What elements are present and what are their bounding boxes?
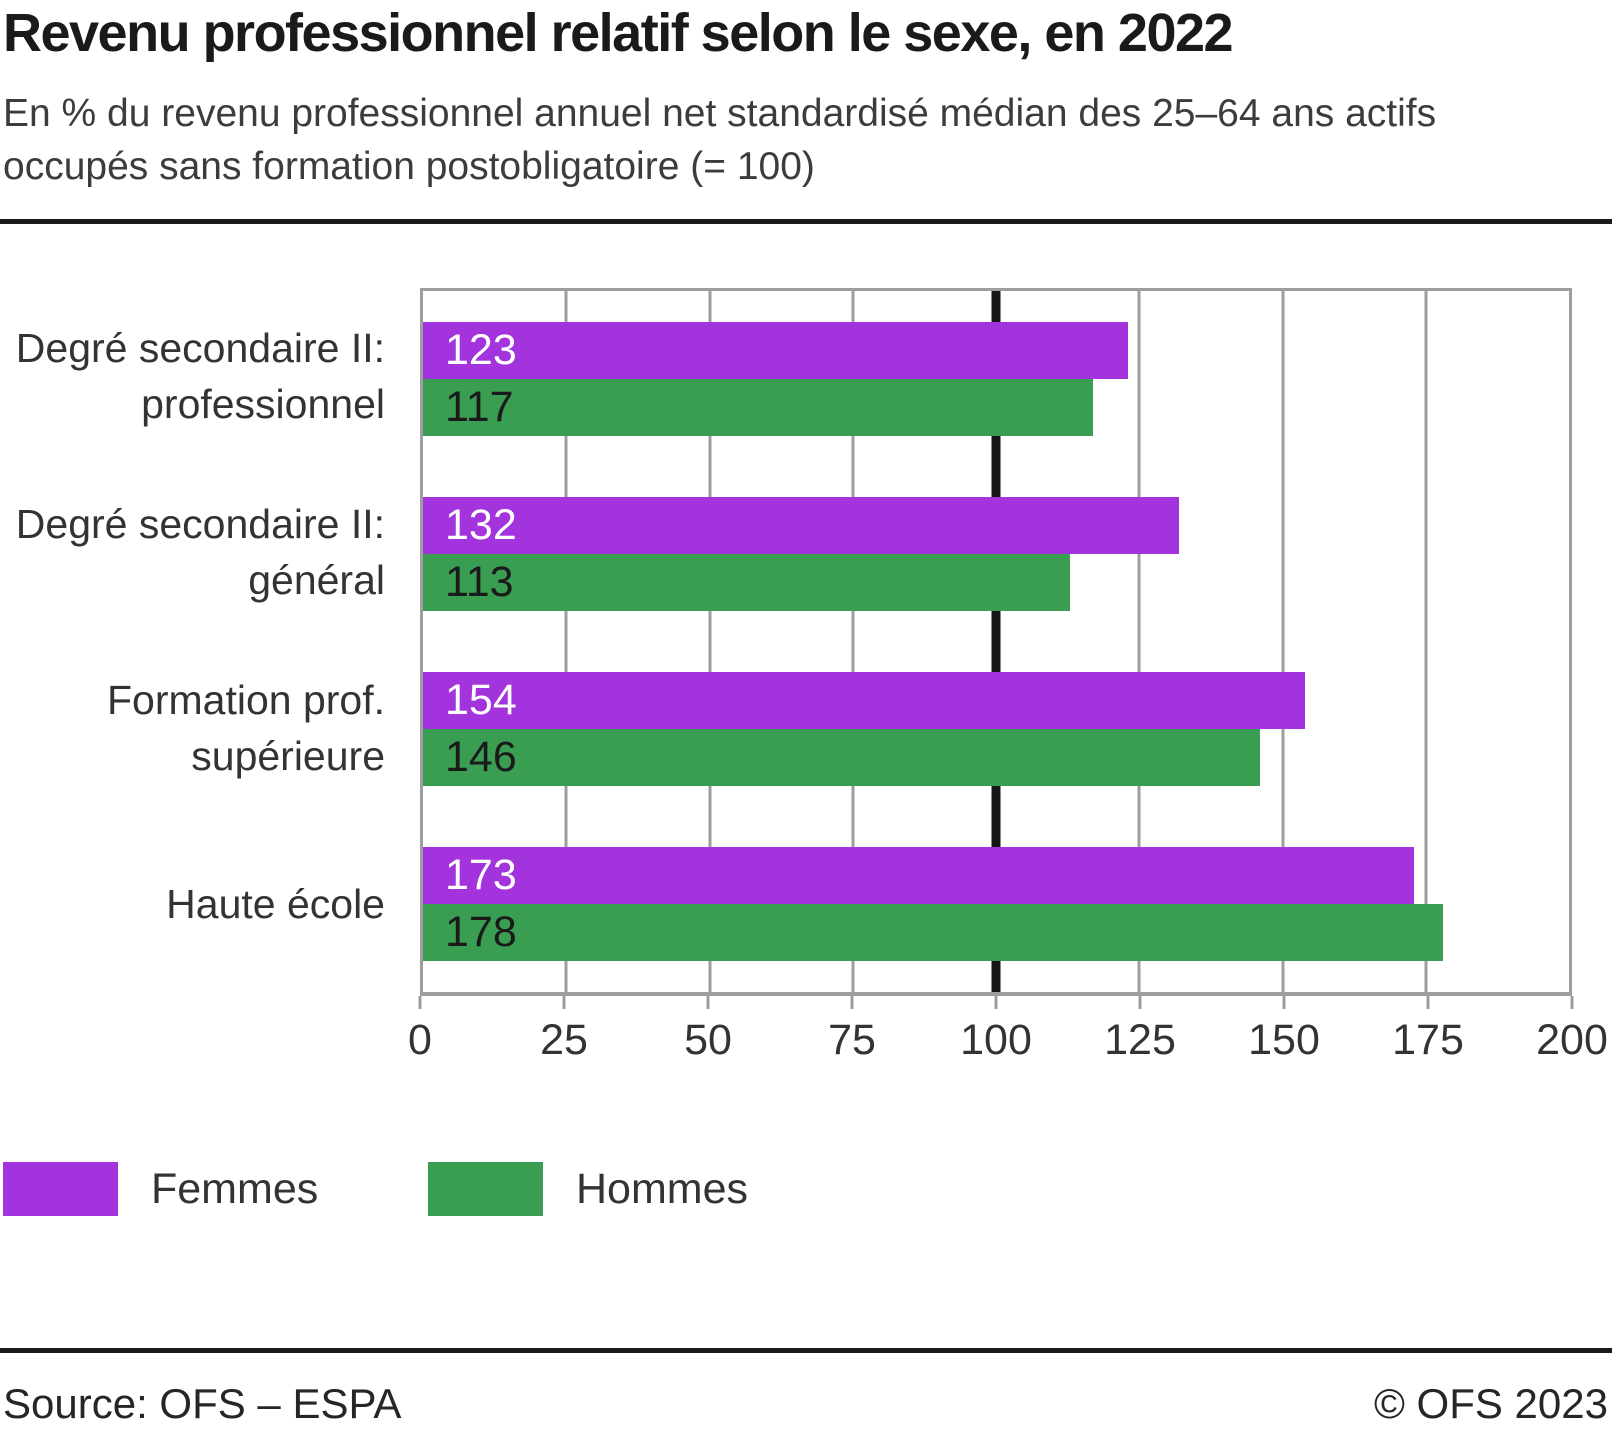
category-label-0: Degré secondaire II: professionnel (0, 288, 385, 464)
category-axis: Degré secondaire II: professionnel Degré s… (0, 288, 385, 992)
source-note: Source: OFS – ESPA (3, 1380, 402, 1427)
x-tick-50 (706, 996, 710, 1009)
x-tick-175 (1426, 996, 1430, 1009)
category-label-line: Degré secondaire II: (15, 501, 385, 547)
bar-group-1: 132 113 (423, 466, 1569, 641)
legend: Femmes Hommes (3, 1162, 1603, 1218)
bar-femmes-1: 132 (423, 496, 1180, 554)
reference-line-100 (991, 291, 1001, 992)
category-label-3: Haute école (0, 816, 385, 992)
category-label-1: Degré secondaire II: général (0, 464, 385, 640)
gridline-175 (1424, 291, 1428, 992)
category-label-line: Haute école (166, 881, 385, 927)
bar-value-label: 146 (445, 733, 517, 782)
x-tick-label-150: 150 (1248, 1016, 1320, 1064)
x-tick-0 (418, 996, 422, 1009)
bar-hommes-1: 113 (423, 553, 1071, 611)
gridline-75 (851, 291, 855, 992)
footer-divider (0, 1348, 1612, 1353)
x-tick-label-75: 75 (828, 1016, 876, 1064)
legend-item-femmes: Femmes (3, 1162, 318, 1216)
category-label-line: Degré secondaire II: (15, 325, 385, 371)
legend-swatch-femmes (3, 1162, 118, 1216)
footer: Source: OFS – ESPA © OFS 2023 (3, 1380, 1608, 1428)
page-title: Revenu professionnel relatif selon le se… (3, 3, 1234, 63)
x-tick-label-175: 175 (1392, 1016, 1464, 1064)
plot-area: 123 117 132 113 154 146 173 178 (420, 288, 1572, 996)
x-tick-label-200: 200 (1536, 1016, 1608, 1064)
x-tick-label-25: 25 (540, 1016, 588, 1064)
x-tick-100 (994, 996, 998, 1009)
bar-hommes-3: 178 (423, 904, 1443, 962)
category-label-2: Formation prof. supérieure (0, 640, 385, 816)
x-tick-25 (562, 996, 566, 1009)
legend-label-hommes: Hommes (576, 1164, 749, 1213)
bar-value-label: 154 (445, 676, 517, 725)
x-tick-label-0: 0 (408, 1016, 432, 1064)
bar-group-3: 173 178 (423, 817, 1569, 992)
x-tick-75 (850, 996, 854, 1009)
gridline-150 (1281, 291, 1284, 992)
bar-femmes-0: 123 (423, 321, 1128, 379)
x-tick-200 (1570, 996, 1574, 1009)
x-tick-label-100: 100 (960, 1016, 1032, 1064)
legend-item-hommes: Hommes (428, 1162, 748, 1216)
copyright-note: © OFS 2023 (1373, 1380, 1608, 1427)
category-label-line: professionnel (141, 381, 385, 427)
bar-group-0: 123 117 (423, 291, 1569, 466)
x-axis: 0 25 50 75 100 125 150 175 200 (408, 996, 1608, 1066)
bar-group-2: 154 146 (423, 642, 1569, 817)
legend-swatch-hommes (428, 1162, 543, 1216)
gridline-125 (1137, 291, 1141, 992)
chart-subtitle: En % du revenu professionnel annuel net … (3, 92, 1437, 188)
bar-hommes-0: 117 (423, 378, 1094, 436)
header-divider (0, 219, 1612, 224)
x-tick-125 (1138, 996, 1142, 1009)
category-label-line: général (248, 557, 385, 603)
bar-value-label: 113 (445, 557, 514, 606)
category-label-line: supérieure (191, 733, 385, 779)
bar-value-label: 123 (445, 325, 517, 374)
x-tick-label-50: 50 (684, 1016, 732, 1064)
bar-femmes-3: 173 (423, 847, 1415, 905)
bar-value-label: 178 (445, 908, 517, 957)
bar-femmes-2: 154 (423, 672, 1306, 730)
bar-value-label: 117 (445, 382, 514, 431)
legend-label-femmes: Femmes (151, 1164, 319, 1213)
bar-value-label: 132 (445, 500, 517, 549)
category-label-line: Formation prof. (107, 677, 385, 723)
x-tick-label-125: 125 (1104, 1016, 1176, 1064)
gridline-25 (564, 291, 568, 992)
x-tick-150 (1282, 996, 1286, 1009)
bar-hommes-2: 146 (423, 729, 1260, 787)
gridline-50 (708, 291, 711, 992)
bar-value-label: 173 (445, 851, 517, 900)
